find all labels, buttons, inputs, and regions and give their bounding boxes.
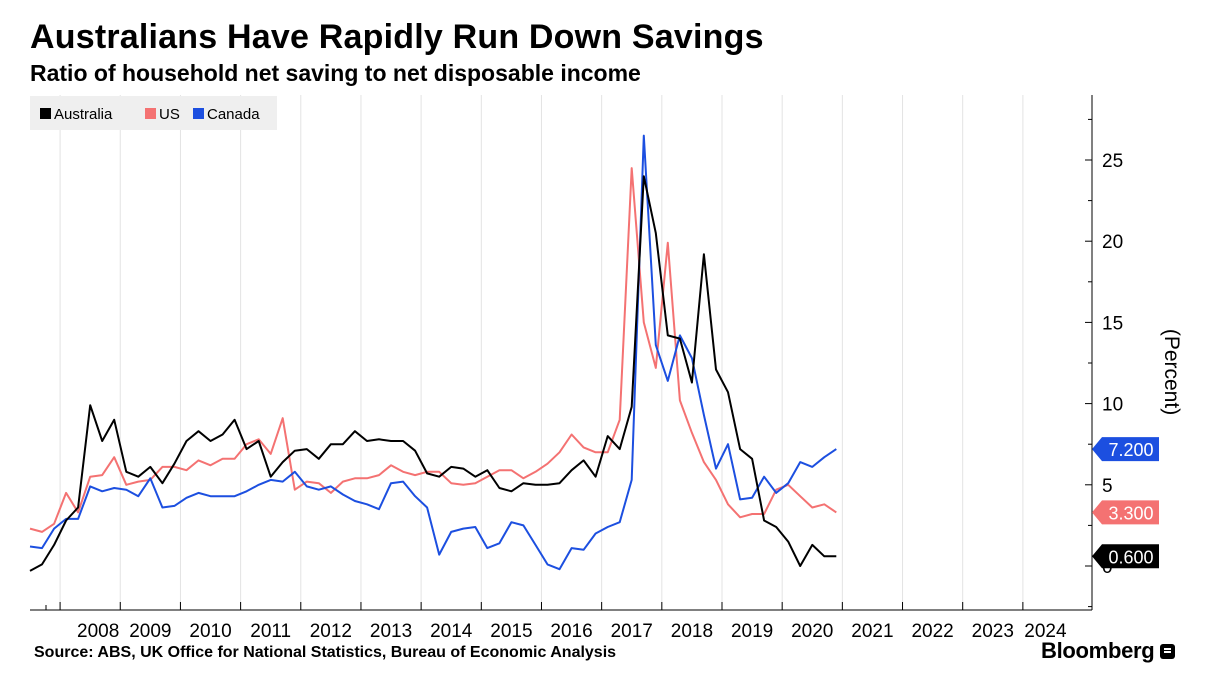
x-tick-label: 2011 xyxy=(250,621,291,642)
end-label-box xyxy=(1092,544,1159,569)
legend-swatch-australia xyxy=(40,108,51,119)
bloomberg-logo: Bloomberg xyxy=(1041,638,1176,664)
end-label-value: 7.200 xyxy=(1108,440,1153,460)
source-note: Source: ABS, UK Office for National Stat… xyxy=(34,644,617,661)
x-tick-label: 2009 xyxy=(129,621,171,642)
gridlines xyxy=(59,95,1024,610)
axes: 2008 2009 2010 2011 2012 2013 2014 2015 2016 2017… xyxy=(30,95,1123,642)
end-label-australia: 0.600 xyxy=(1092,544,1159,569)
legend-label-canada: Canada xyxy=(207,106,260,123)
x-tick-label: 2020 xyxy=(791,621,833,642)
series-line-canada xyxy=(29,134,837,571)
x-tick-label: 2010 xyxy=(189,621,231,642)
series-line-us xyxy=(29,167,837,533)
chart-subtitle: Ratio of household net saving to net dis… xyxy=(30,60,641,86)
brand-text: Bloomberg xyxy=(1041,638,1155,663)
legend-swatch-canada xyxy=(193,108,204,119)
end-label-box xyxy=(1092,437,1159,462)
end-label-value: 3.300 xyxy=(1108,503,1153,523)
x-tick-label: 2008 xyxy=(77,621,119,642)
x-tick-label: 2023 xyxy=(972,621,1014,642)
x-tick-label: 2021 xyxy=(851,621,893,642)
series-lines xyxy=(29,134,837,572)
x-tick-label: 2017 xyxy=(611,621,653,642)
legend: Australia US Canada xyxy=(30,96,277,130)
y-tick-label: 25 xyxy=(1102,151,1123,172)
legend-swatch-us xyxy=(145,108,156,119)
y-tick-label: 20 xyxy=(1102,232,1123,253)
x-tick-label: 2014 xyxy=(430,621,473,642)
end-label-box xyxy=(1092,500,1159,525)
y-tick-label: 10 xyxy=(1102,395,1123,416)
x-tick-label: 2018 xyxy=(671,621,713,642)
x-tick-label: 2019 xyxy=(731,621,773,642)
end-label-us: 3.300 xyxy=(1092,500,1159,525)
end-label-value: 0.600 xyxy=(1108,547,1153,567)
legend-label-australia: Australia xyxy=(54,106,113,123)
x-tick-label: 2022 xyxy=(911,621,953,642)
series-line-australia xyxy=(29,175,837,572)
chart-title: Australians Have Rapidly Run Down Saving… xyxy=(30,18,764,56)
y-axis-label: (Percent) xyxy=(1160,329,1183,415)
end-label-canada: 7.200 xyxy=(1092,437,1159,462)
x-tick-label: 2012 xyxy=(310,621,352,642)
x-tick-label: 2024 xyxy=(1024,621,1067,642)
x-tick-label: 2016 xyxy=(550,621,592,642)
bloomberg-logo-icon xyxy=(1160,644,1176,659)
x-tick-label: 2015 xyxy=(490,621,532,642)
end-labels: 0.600 3.300 7.200 xyxy=(1092,437,1159,569)
y-tick-label: 15 xyxy=(1102,313,1123,334)
x-tick-label: 2013 xyxy=(370,621,412,642)
y-tick-label: 5 xyxy=(1102,476,1113,497)
legend-label-us: US xyxy=(159,106,180,123)
